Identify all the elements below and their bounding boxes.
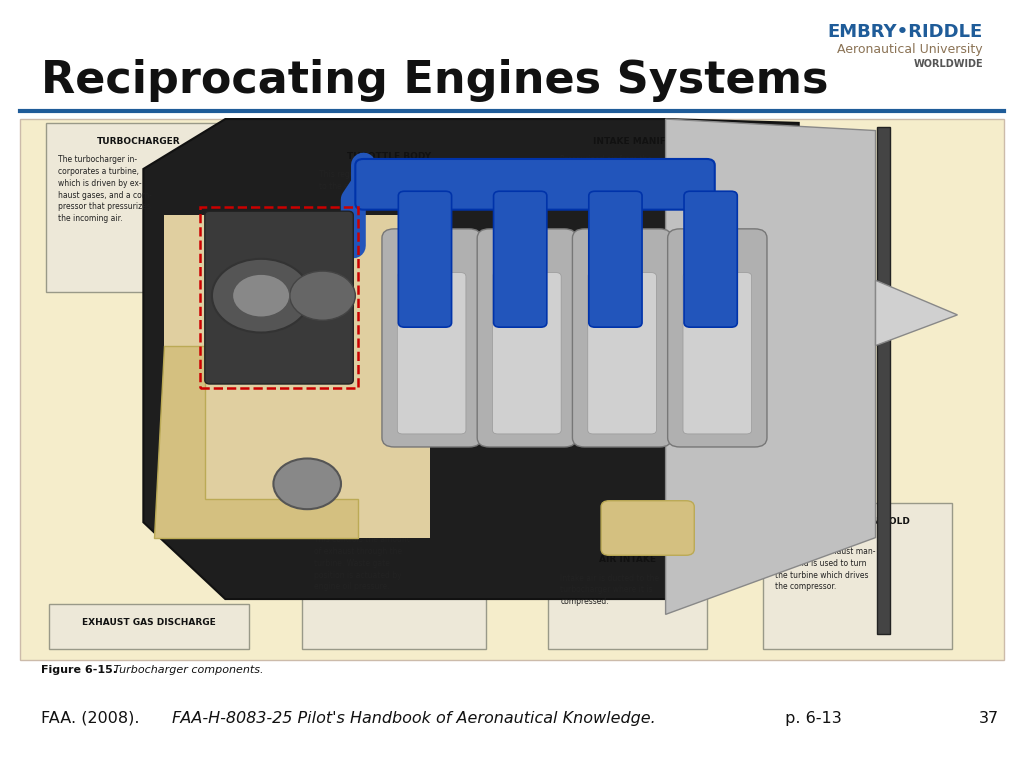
Text: EXHAUST GAS DISCHARGE: EXHAUST GAS DISCHARGE <box>82 618 216 627</box>
Text: THROTTLE BODY: THROTTLE BODY <box>347 152 431 161</box>
Polygon shape <box>666 119 876 614</box>
FancyBboxPatch shape <box>205 211 353 384</box>
Text: Intake air is ducted to the
turbocharger where it is
compressed.: Intake air is ducted to the turbocharger… <box>560 574 659 606</box>
FancyBboxPatch shape <box>397 273 466 434</box>
FancyBboxPatch shape <box>46 123 230 292</box>
Polygon shape <box>154 346 358 538</box>
FancyBboxPatch shape <box>302 503 486 649</box>
Text: AIR INTAKE: AIR INTAKE <box>599 555 655 564</box>
FancyBboxPatch shape <box>494 191 547 327</box>
Circle shape <box>232 274 290 317</box>
Circle shape <box>212 259 310 333</box>
FancyBboxPatch shape <box>601 501 694 555</box>
FancyBboxPatch shape <box>548 541 707 649</box>
Text: Exhaust gas is ducted
through the exhaust man-
ifold and is used to turn
the tur: Exhaust gas is ducted through the exhaus… <box>775 535 876 591</box>
Text: INTAKE MANIFOLD: INTAKE MANIFOLD <box>593 137 687 146</box>
FancyBboxPatch shape <box>684 191 737 327</box>
Polygon shape <box>143 119 799 599</box>
Text: The turbocharger in-
corporates a turbine,
which is driven by ex-
haust gases, a: The turbocharger in- corporates a turbin… <box>58 155 153 223</box>
Text: This controls the amount
of exhaust through the
turbine. Waste gate
position is : This controls the amount of exhaust thro… <box>314 535 411 591</box>
Text: Turbocharger components.: Turbocharger components. <box>110 665 263 675</box>
Text: EMBRY•RIDDLE: EMBRY•RIDDLE <box>827 23 983 41</box>
Polygon shape <box>164 215 430 538</box>
FancyBboxPatch shape <box>683 273 752 434</box>
FancyBboxPatch shape <box>398 191 452 327</box>
Text: Pressurized air from the
turbocharger is supplied
to the cylinders.: Pressurized air from the turbocharger is… <box>560 155 654 187</box>
FancyBboxPatch shape <box>763 503 952 649</box>
Text: FAA-H-8083-25 Pilot's Handbook of Aeronautical Knowledge.: FAA-H-8083-25 Pilot's Handbook of Aerona… <box>172 710 655 726</box>
FancyBboxPatch shape <box>20 119 1004 660</box>
Text: FAA. (2008).: FAA. (2008). <box>41 710 144 726</box>
FancyBboxPatch shape <box>477 229 577 447</box>
Text: TURBOCHARGER: TURBOCHARGER <box>96 137 180 146</box>
FancyBboxPatch shape <box>668 229 767 447</box>
Circle shape <box>273 458 341 509</box>
FancyBboxPatch shape <box>493 273 561 434</box>
Text: p. 6-13: p. 6-13 <box>780 710 842 726</box>
Text: Aeronautical University: Aeronautical University <box>838 44 983 56</box>
Text: WORLDWIDE: WORLDWIDE <box>913 58 983 69</box>
Text: This regulates airflow
to the engine.: This regulates airflow to the engine. <box>319 170 402 191</box>
Text: WASTE GATE: WASTE GATE <box>362 517 426 526</box>
FancyBboxPatch shape <box>548 123 732 215</box>
FancyBboxPatch shape <box>877 127 890 634</box>
Text: EXHAUST MANIFOLD: EXHAUST MANIFOLD <box>805 517 910 526</box>
FancyBboxPatch shape <box>572 229 672 447</box>
FancyBboxPatch shape <box>49 604 249 649</box>
Text: Reciprocating Engines Systems: Reciprocating Engines Systems <box>41 59 828 102</box>
FancyBboxPatch shape <box>588 273 656 434</box>
FancyBboxPatch shape <box>589 191 642 327</box>
Circle shape <box>290 271 355 320</box>
Polygon shape <box>876 280 957 346</box>
Text: 37: 37 <box>979 710 999 726</box>
FancyBboxPatch shape <box>382 229 481 447</box>
FancyBboxPatch shape <box>355 159 715 210</box>
FancyBboxPatch shape <box>307 138 471 215</box>
Text: Figure 6-15.: Figure 6-15. <box>41 665 117 675</box>
